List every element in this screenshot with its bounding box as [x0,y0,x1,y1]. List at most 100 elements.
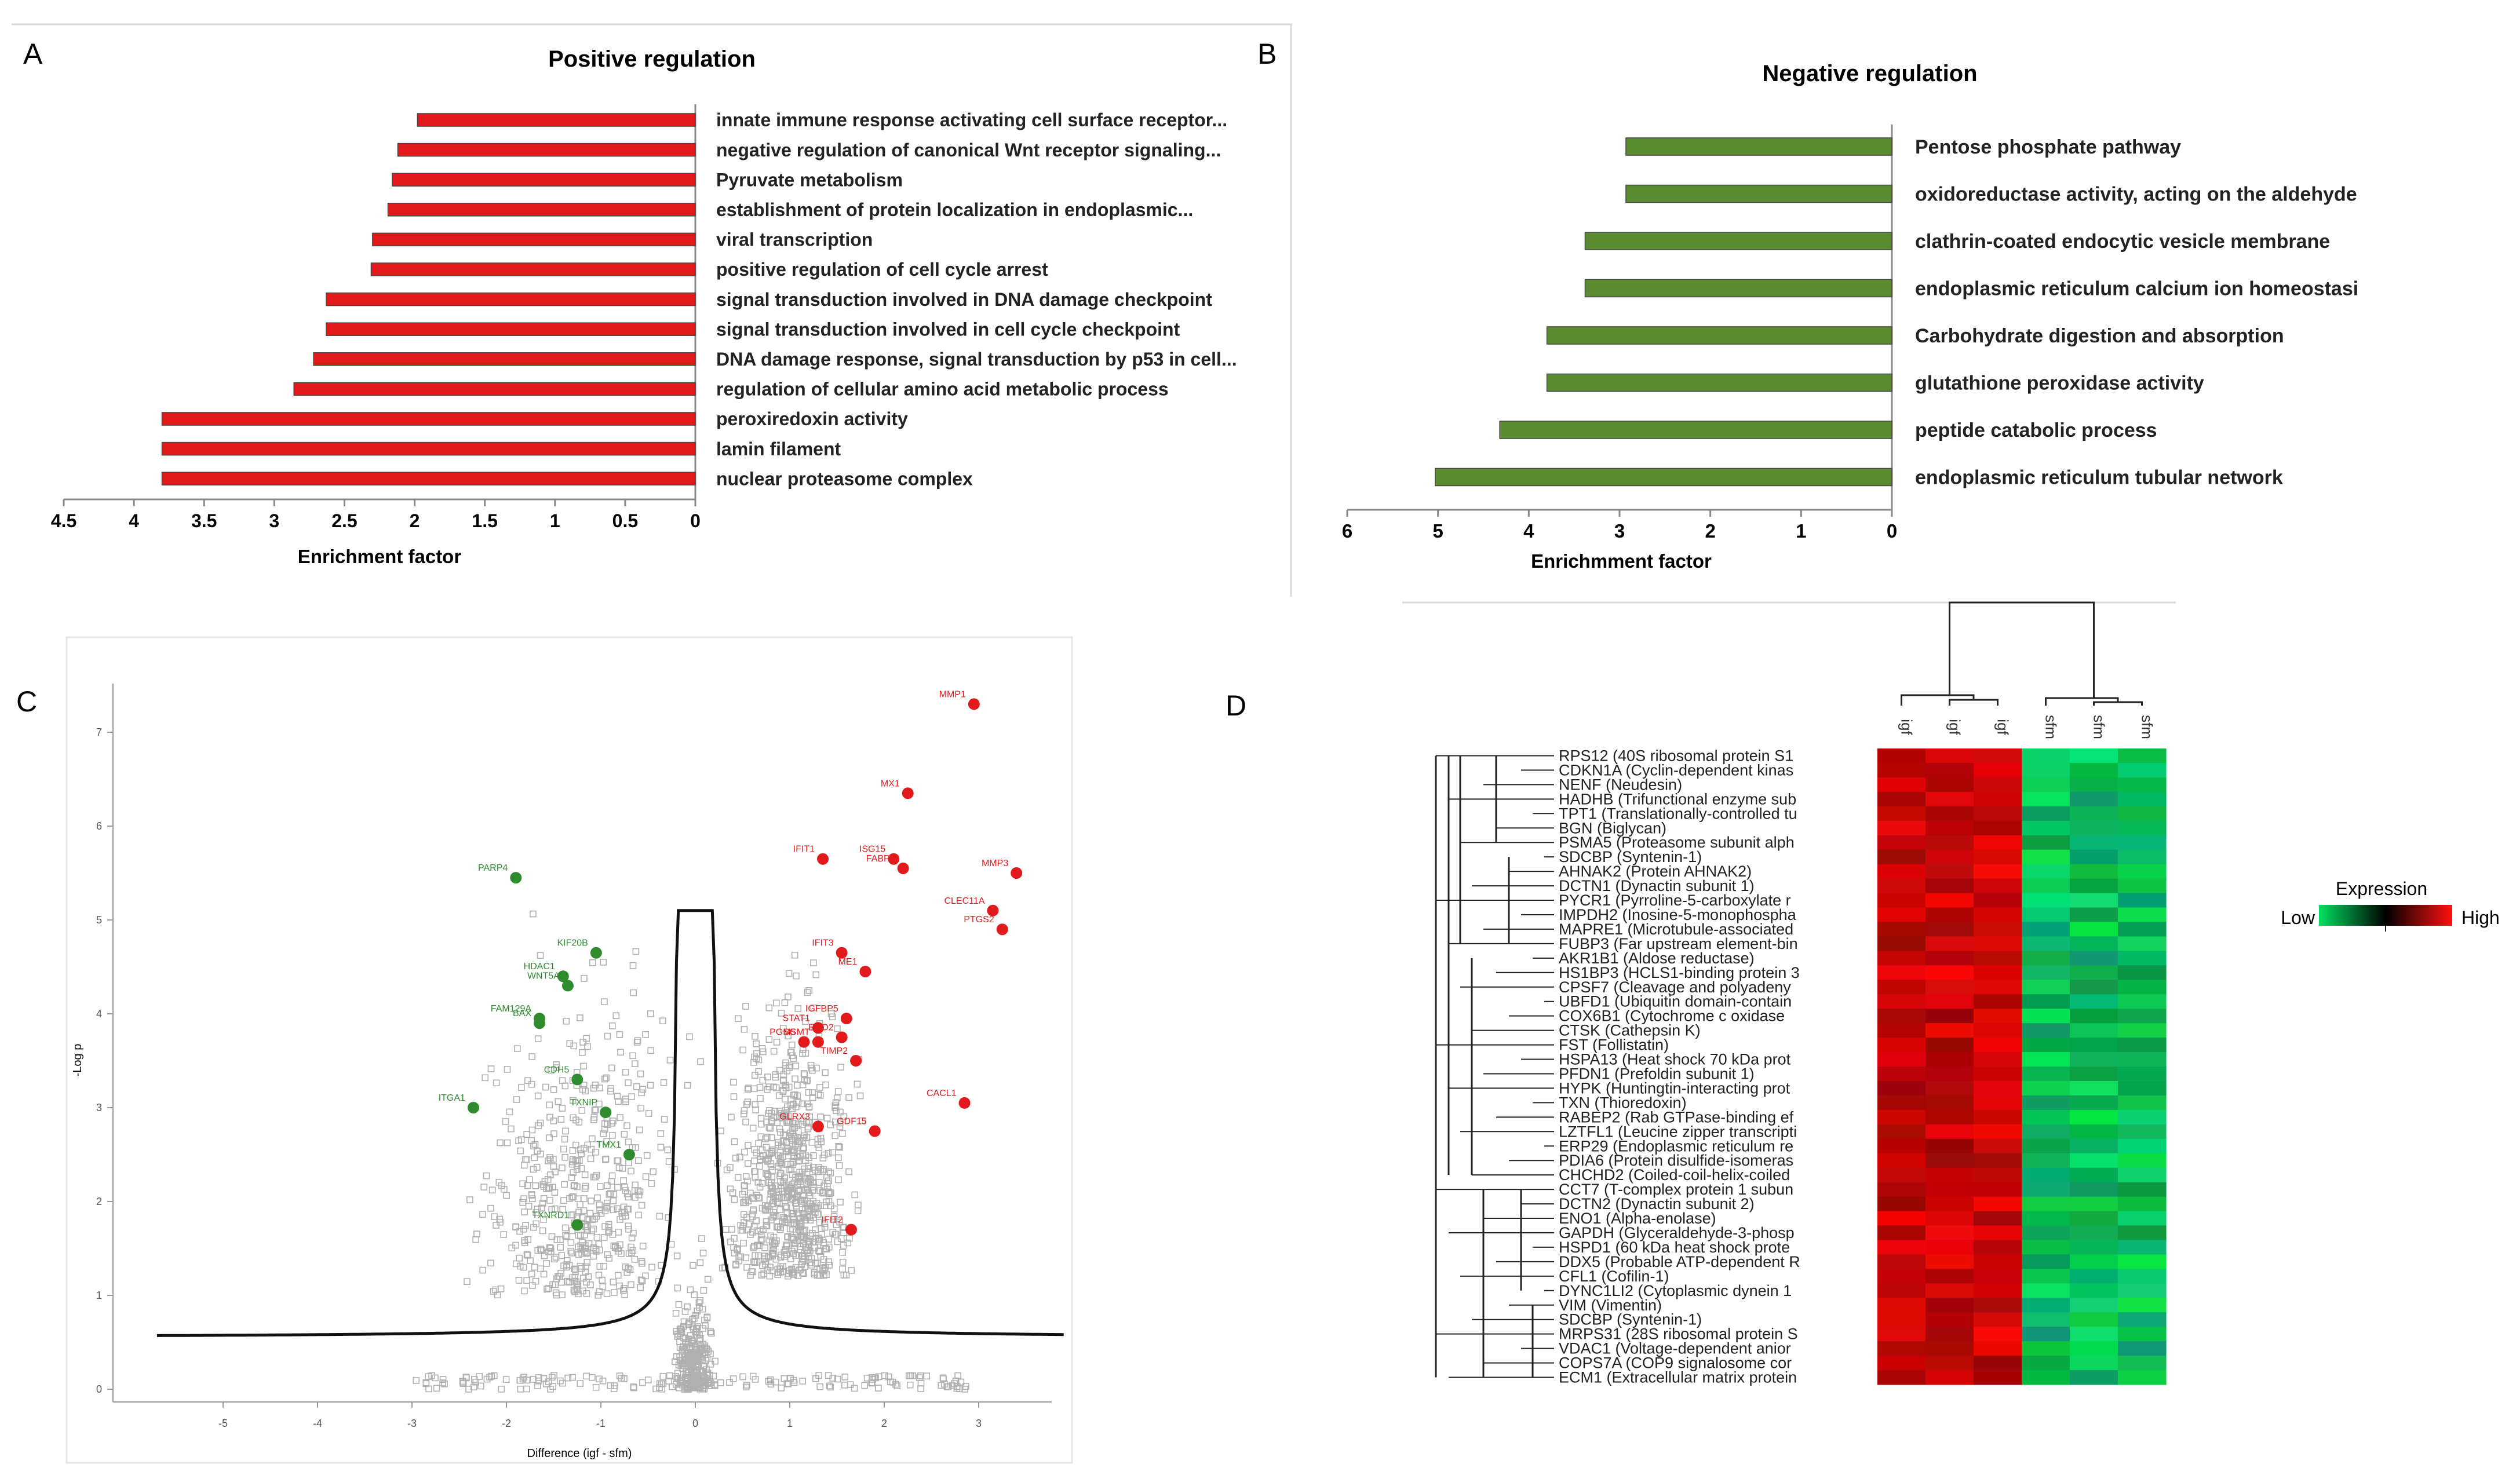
heatmap-cell [1974,1109,2022,1125]
background-point [780,1131,787,1138]
background-point [752,1101,758,1108]
background-point [848,1266,855,1274]
background-point [520,1225,527,1233]
background-point [577,1246,585,1253]
x-tick-label: 5 [1432,520,1443,542]
chart-a-xlabel: Enrichment factor [298,546,462,567]
heatmap-cell [1974,1341,2022,1356]
heatmap-cell [1974,1196,2022,1212]
background-point [577,1242,585,1249]
background-point [812,1259,819,1266]
background-point [439,1379,446,1386]
background-point [755,1056,763,1064]
background-point [580,1062,587,1070]
heatmap-cell [2118,1225,2167,1241]
heatmap-cell [1925,1254,1974,1269]
background-point [767,1163,775,1170]
background-point [544,1286,550,1292]
column-dendrogram-branch [1949,699,1999,706]
background-point [808,1261,815,1269]
heatmap-cell [2118,864,2167,879]
row-label: TXN (Thioredoxin) [1559,1094,1687,1111]
heatmap-cell [1925,1009,1974,1024]
heatmap-cell [2118,1211,2167,1226]
background-point [521,1208,528,1215]
background-point [802,1018,809,1025]
row-label: DCTN1 (Dynactin subunit 1) [1559,877,1755,894]
background-point [751,1085,758,1093]
background-point [605,1224,612,1231]
background-point [790,1250,797,1257]
background-point [768,1134,775,1141]
heatmap-cell [1925,1211,1974,1226]
background-point [561,1181,568,1188]
heatmap-cell [2022,922,2070,937]
heatmap-cell [2022,1182,2070,1197]
background-point [695,1299,703,1306]
down-point-label: TMX1 [596,1140,621,1150]
background-point [812,971,820,978]
background-point [855,1202,862,1208]
background-point [765,1378,772,1385]
column-label: sfm [2139,715,2156,739]
background-point [804,989,811,996]
down-point-label: ITGA1 [439,1093,465,1103]
background-point [795,1157,802,1165]
column-dendrogram-branch [1901,694,1975,706]
chart-b-negative-regulation: Negative regulation Enrichmment factor 6… [1342,61,2358,572]
background-point [555,1098,562,1105]
background-point [684,1385,691,1392]
heatmap-cell [1925,1138,1974,1154]
background-point [584,1141,591,1149]
heatmap-cell [1877,1356,1926,1371]
background-point [530,1224,537,1231]
background-point [763,1222,770,1229]
background-point [487,1065,495,1072]
background-point [765,1004,773,1011]
background-point [583,1226,590,1234]
heatmap-cell [2070,835,2118,850]
heatmap-cell [2118,1254,2167,1269]
background-point [743,1382,750,1389]
background-point [845,1168,852,1175]
background-point [770,1047,778,1055]
up-point-label: FABP3 [866,854,895,864]
background-point [647,1010,654,1017]
heatmap-cell [1974,951,2022,966]
up-point [812,1036,824,1048]
heatmap-cell [1925,1153,1974,1168]
background-point [603,1138,610,1145]
background-point [664,1146,672,1153]
heatmap-cell [2070,1109,2118,1125]
background-point [645,1110,652,1117]
heatmap-cell [1877,1327,1926,1342]
background-point [798,1168,806,1176]
background-point [622,1068,629,1076]
heatmap-cell [2022,1080,2070,1096]
column-label: igf [1994,719,2012,735]
background-point [508,1125,515,1133]
background-point [794,1082,801,1089]
background-point [559,1379,566,1387]
background-point [595,1272,603,1279]
background-point [821,1224,829,1231]
background-point [753,1040,760,1047]
background-point [741,1148,748,1156]
background-point [786,1062,793,1069]
background-point [528,1126,536,1134]
background-point [493,1079,500,1087]
background-point [523,1156,531,1163]
background-point [516,1228,523,1235]
background-point [552,1254,560,1261]
background-point [607,1085,615,1092]
chart-a-positive-regulation: Positive regulation Enrichment factor 4.… [51,46,1237,567]
y-tick-label: 5 [96,914,102,926]
heatmap-cell [2022,1356,2070,1371]
background-point [756,1228,764,1235]
down-point [571,1073,583,1086]
background-point [534,1035,542,1042]
background-point [822,1081,829,1089]
background-point [809,1206,817,1213]
background-point [500,1231,507,1238]
